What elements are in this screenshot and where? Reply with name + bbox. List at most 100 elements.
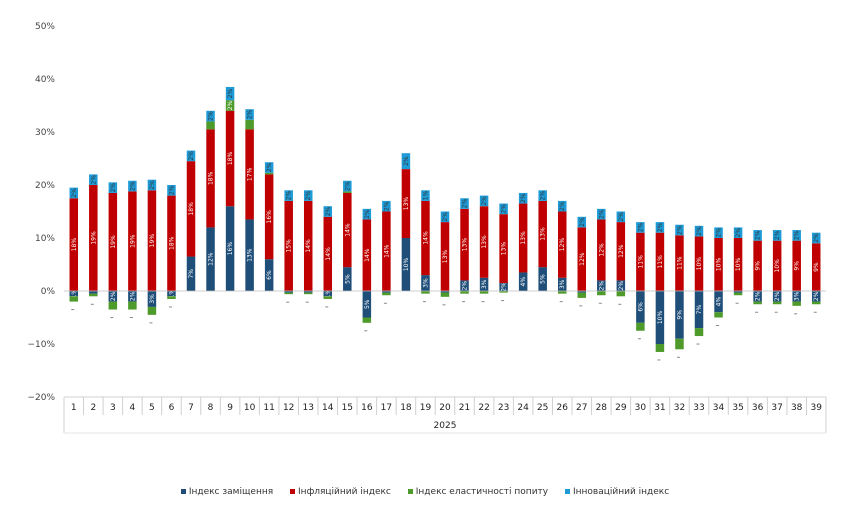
data-label: 2% (501, 282, 508, 292)
data-label: 2% (618, 212, 625, 222)
bar-segment (421, 200, 430, 276)
data-label: 19% (110, 235, 117, 249)
data-label: 14% (422, 231, 429, 245)
data-label: 10% (696, 257, 703, 271)
bar-segment (577, 291, 587, 293)
x-tick-label: 7 (188, 403, 194, 413)
data-label: 2% (813, 233, 820, 243)
bar-segment (284, 292, 293, 295)
legend-label: Інфляційний індекс (298, 487, 391, 497)
data-label: 14% (305, 239, 312, 253)
bar-segment (518, 192, 528, 204)
bar-segment (284, 190, 293, 201)
data-label: 1% (325, 289, 332, 299)
data-label: 3% (559, 279, 566, 289)
data-label: 5% (364, 299, 371, 309)
x-tick-label: 22 (478, 403, 489, 413)
bar-segment (167, 291, 176, 297)
legend-label: Інноваційний індекс (572, 487, 670, 497)
data-label: 1% (168, 289, 175, 299)
bar-segment (186, 256, 196, 291)
x-tick-label: 23 (498, 403, 509, 413)
bar-segment (694, 328, 704, 337)
data-label: 2% (227, 89, 234, 99)
data-label: 14% (364, 248, 371, 262)
bar-segment (460, 291, 469, 294)
x-tick-label: 6 (169, 403, 175, 413)
bar-segment (323, 206, 333, 217)
bar-segment (89, 291, 98, 294)
bar-segment (479, 277, 489, 291)
data-label: 2% (110, 183, 117, 193)
x-tick-label: 15 (342, 403, 353, 413)
x-tick-label: 26 (557, 403, 569, 413)
x-tick-label: 32 (674, 403, 685, 413)
data-label: 2% (266, 162, 273, 172)
x-tick-label: 36 (752, 403, 764, 413)
y-tick-label: −20% (27, 393, 55, 403)
legend-swatch (180, 489, 186, 494)
bar-segment (616, 280, 626, 291)
bar-segment (401, 238, 411, 291)
data-label: 4% (520, 277, 527, 287)
bar-segment (597, 280, 606, 291)
legend-label: Індекс еластичності попиту (415, 487, 549, 497)
bar-segment (69, 296, 79, 302)
x-tick-label: 29 (615, 403, 627, 413)
bar-segment (128, 191, 137, 291)
bar-segment (694, 236, 704, 291)
legend: Індекс заміщення Інфляційний індекс Інде… (0, 487, 850, 497)
data-label: 2% (579, 217, 586, 227)
bar-segment (440, 211, 450, 223)
bar-segment (225, 206, 235, 291)
data-label: 2% (344, 181, 351, 191)
data-label: 2% (305, 191, 312, 201)
data-label: 2% (520, 193, 527, 203)
x-tick-label: 38 (791, 403, 803, 413)
bar-segment (597, 208, 606, 220)
data-label: 17% (247, 167, 254, 181)
bar-segment (382, 292, 391, 296)
bar-segment (69, 198, 79, 291)
x-tick-label: 34 (713, 403, 725, 413)
bar-segment (538, 267, 547, 291)
bar-segment (733, 238, 743, 291)
data-label: 2% (90, 175, 97, 185)
bar-segment (440, 222, 450, 291)
data-label: 19% (129, 234, 136, 248)
y-tick-label: 10% (35, 234, 55, 244)
data-label: 2% (71, 188, 78, 198)
x-group-label: 2025 (434, 421, 457, 431)
data-label: 9% (755, 261, 762, 271)
data-label: 19% (90, 231, 97, 245)
x-tick-label: 13 (303, 403, 314, 413)
data-label: 16% (266, 210, 273, 224)
legend-item-inflation: Інфляційний індекс (290, 487, 391, 497)
data-label: 1% (71, 289, 78, 299)
bar-segment (128, 301, 137, 310)
bar-segment (499, 283, 508, 291)
data-label: 13% (247, 248, 254, 262)
legend-item-innovation: Інноваційний індекс (564, 487, 670, 497)
bar-segment (714, 312, 723, 318)
data-label: 2% (676, 225, 683, 235)
data-label: 13% (442, 250, 449, 264)
data-label: 1% (422, 191, 429, 201)
data-label: 12% (579, 252, 586, 266)
bar-segment (108, 192, 118, 291)
bar-segment (147, 190, 157, 291)
x-tick-label: 21 (459, 403, 470, 413)
bar-segment (147, 179, 157, 191)
data-label: 14% (325, 247, 332, 261)
x-tick-label: 24 (517, 403, 529, 413)
bar-segment (538, 200, 547, 268)
bar-segment (303, 291, 313, 293)
bar-segment (206, 227, 215, 291)
data-label: 4% (716, 297, 723, 307)
bar-segment (557, 291, 567, 294)
x-tick-label: 9 (227, 403, 233, 413)
bar-segment (421, 190, 430, 201)
bar-segment (694, 291, 704, 329)
bar-segment (206, 121, 215, 130)
